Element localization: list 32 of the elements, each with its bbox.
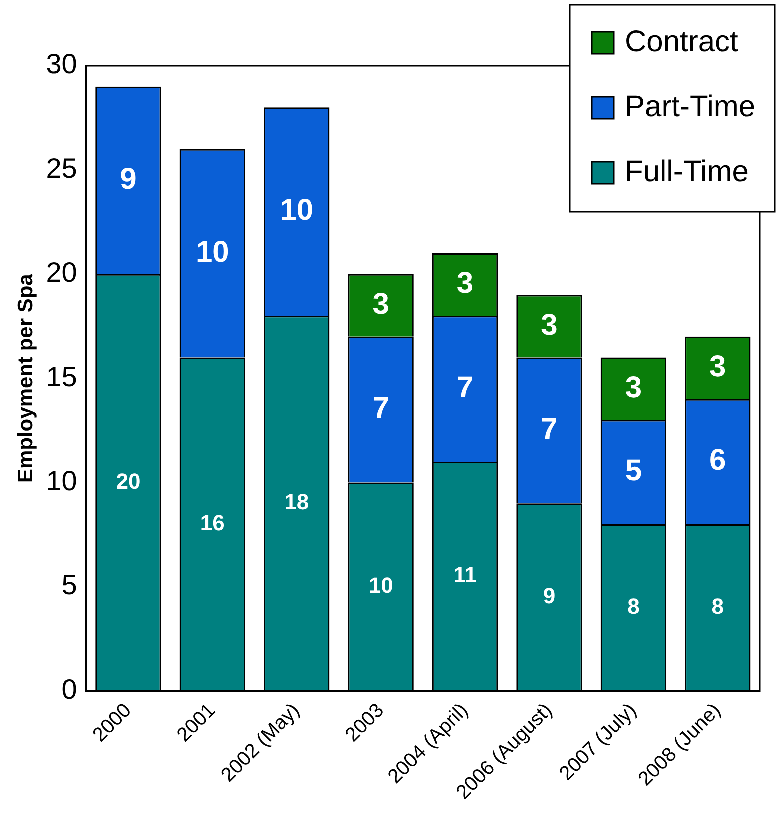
y-tick-label: 15 (46, 361, 78, 392)
data-label: 7 (456, 371, 474, 404)
data-label: 10 (280, 194, 314, 228)
data-label: 16 (200, 510, 225, 536)
y-tick-label: 20 (46, 257, 78, 288)
data-label: 18 (284, 490, 310, 515)
legend-label: Part-Time (625, 90, 756, 124)
data-label: 11 (454, 562, 477, 588)
legend-label: Full-Time (625, 155, 749, 188)
data-label: 3 (710, 350, 726, 384)
data-label: 9 (543, 583, 556, 608)
data-label: 5 (625, 454, 642, 488)
data-label: 9 (120, 162, 137, 196)
data-label: 10 (196, 236, 230, 269)
y-tick-label: 25 (46, 152, 78, 184)
data-label: 7 (541, 412, 558, 446)
y-axis-title: Employment per Spa (14, 274, 38, 484)
data-label: 3 (541, 308, 558, 342)
data-label: 7 (372, 392, 390, 426)
y-tick-label: 30 (46, 48, 78, 80)
y-tick-label: 0 (62, 674, 78, 705)
data-label: 3 (372, 288, 390, 321)
data-label: 8 (712, 594, 724, 619)
data-label: 20 (116, 468, 141, 494)
data-label: 8 (628, 594, 640, 619)
data-label: 3 (456, 267, 474, 300)
data-label: 10 (368, 573, 394, 598)
data-label: 6 (710, 444, 726, 478)
legend-label: Contract (625, 25, 740, 58)
y-tick-label: 5 (62, 570, 78, 601)
y-tick-label: 10 (46, 466, 78, 497)
data-label: 3 (625, 371, 642, 404)
